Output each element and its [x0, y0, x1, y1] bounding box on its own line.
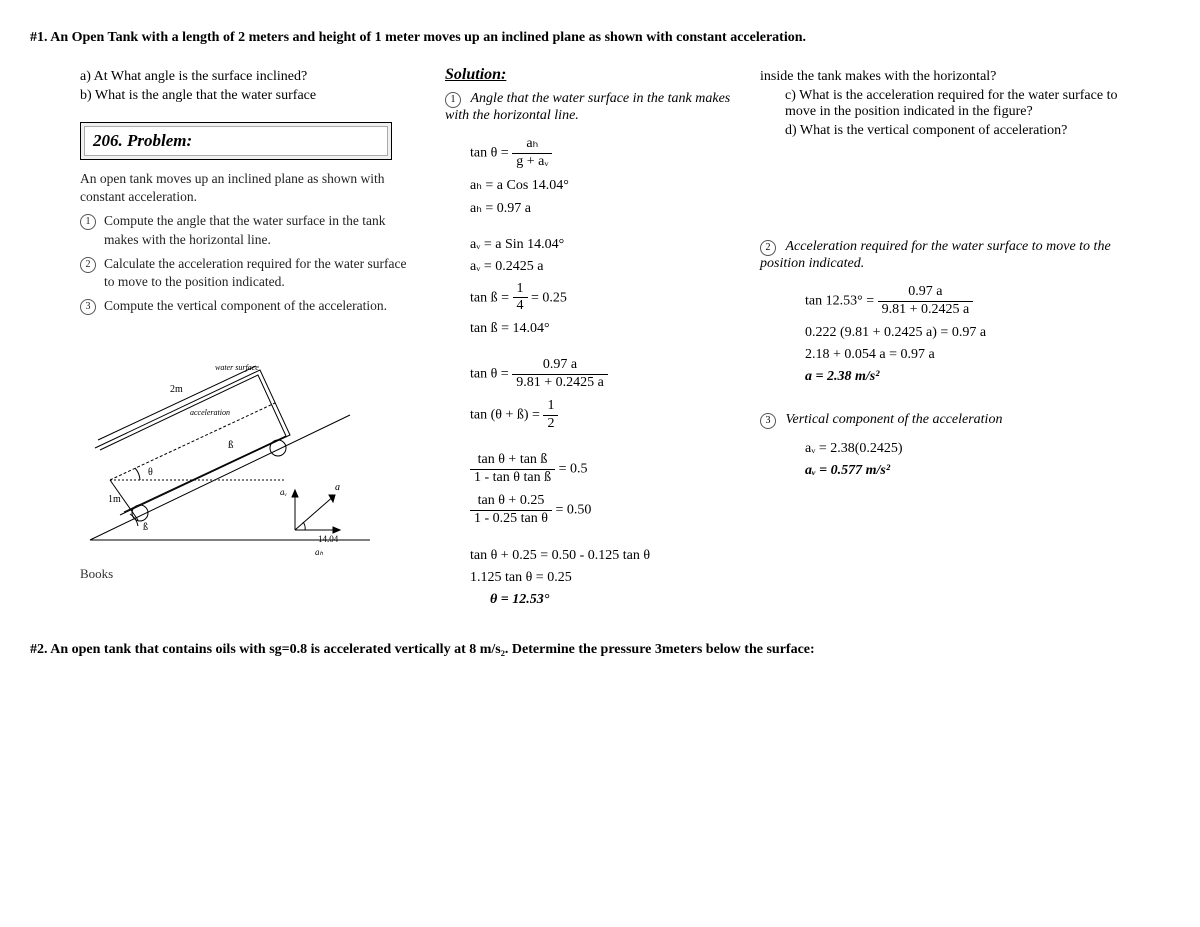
diag-acc: acceleration: [190, 408, 230, 417]
circled-2-icon: 2: [80, 257, 96, 273]
diag-ah: aₕ: [315, 547, 324, 557]
circled-3-icon: 3: [80, 299, 96, 315]
problem-box-label: 206. Problem:: [84, 126, 388, 156]
eq8n: 0.97 a: [512, 357, 608, 375]
scan-item-3: Compute the vertical component of the ac…: [104, 297, 387, 315]
eq11r: = 0.50: [555, 502, 591, 517]
column-left: a) At What angle is the surface inclined…: [80, 66, 420, 614]
circled-s2-icon: 2: [760, 240, 776, 256]
scan-intro: An open tank moves up an inclined plane …: [80, 170, 420, 206]
eq13: 1.125 tan θ = 0.25: [470, 570, 735, 586]
s2e1n: 0.97 a: [878, 284, 974, 302]
scan-item-2: Calculate the acceleration required for …: [104, 255, 420, 291]
eq6b: = 0.25: [531, 290, 567, 305]
eq10n: tan θ + tan ß: [470, 452, 555, 470]
s3e1: aᵥ = 2.38(0.2425): [805, 441, 1140, 457]
eq12: tan θ + 0.25 = 0.50 - 0.125 tan θ: [470, 548, 735, 564]
eq9a: tan (θ + ß) =: [470, 407, 540, 422]
diag-len: 2m: [170, 384, 183, 395]
eq6n: 1: [513, 281, 528, 299]
eq4: aᵥ = a Sin 14.04°: [470, 237, 735, 253]
question-d: d) What is the vertical component of acc…: [785, 123, 1140, 139]
diag-beta: ß: [228, 439, 234, 451]
eq5: aᵥ = 0.2425 a: [470, 259, 735, 275]
sol3-title: Vertical component of the acceleration: [786, 412, 1003, 427]
problem-box: 206. Problem:: [80, 122, 392, 160]
s2e1d: 9.81 + 0.2425 a: [878, 302, 974, 319]
sol2-title: Acceleration required for the water surf…: [760, 239, 1111, 271]
column-middle: Solution: 1 Angle that the water surface…: [445, 66, 735, 614]
circled-s1-icon: 1: [445, 92, 461, 108]
eq9n: 1: [543, 398, 558, 416]
eq8d: 9.81 + 0.2425 a: [512, 375, 608, 392]
s2e2: 0.222 (9.81 + 0.2425 a) = 0.97 a: [805, 325, 1140, 341]
circled-s3-icon: 3: [760, 413, 776, 429]
eq11d: 1 - 0.25 tan θ: [470, 511, 552, 528]
s2e4: a = 2.38 m/s²: [805, 369, 1140, 385]
s3e2: aᵥ = 0.577 m/s²: [805, 463, 1140, 479]
solution-header: Solution:: [445, 66, 735, 84]
s2e1a: tan 12.53° =: [805, 294, 874, 309]
tank-diagram: 2m 1m ß θ ß 14.04 water surface accelera…: [80, 330, 380, 560]
question-b: b) What is the angle that the water surf…: [80, 88, 420, 104]
eq14: θ = 12.53°: [490, 592, 735, 608]
eq1d: g + aᵥ: [512, 154, 552, 171]
diag-h: 1m: [108, 494, 121, 505]
sol1-title: Angle that the water surface in the tank…: [445, 91, 730, 123]
eq11n: tan θ + 0.25: [470, 493, 552, 511]
eq6d: 4: [513, 298, 528, 315]
diag-theta: θ: [148, 467, 153, 478]
question-a: a) At What angle is the surface inclined…: [80, 69, 420, 85]
eq10r: = 0.5: [559, 462, 588, 477]
question-b-cont: inside the tank makes with the horizonta…: [760, 69, 1140, 85]
eq3: aₕ = 0.97 a: [470, 200, 735, 217]
problem2-header: #2. An open tank that contains oils with…: [30, 642, 1170, 658]
diag-corner: 14.04: [318, 534, 339, 544]
diag-av: aᵥ: [280, 487, 288, 497]
diag-a: a: [335, 482, 340, 493]
eq1a: tan θ =: [470, 146, 509, 161]
eq10d: 1 - tan θ tan ß: [470, 470, 555, 487]
eq2: aₕ = a Cos 14.04°: [470, 177, 735, 194]
eq9d: 2: [543, 416, 558, 433]
eq6a: tan ß =: [470, 290, 509, 305]
books-label: Books: [80, 566, 420, 582]
column-right: inside the tank makes with the horizonta…: [760, 66, 1140, 614]
diag-ws: water surface: [215, 363, 259, 372]
eq1n: aₕ: [512, 136, 552, 154]
eq8a: tan θ =: [470, 367, 509, 382]
problem1-header: #1. An Open Tank with a length of 2 mete…: [30, 30, 1170, 46]
s2e3: 2.18 + 0.054 a = 0.97 a: [805, 347, 1140, 363]
diag-beta2: ß: [143, 522, 148, 533]
scan-item-1: Compute the angle that the water surface…: [104, 212, 420, 248]
circled-1-icon: 1: [80, 214, 96, 230]
question-c: c) What is the acceleration required for…: [785, 88, 1140, 120]
eq7: tan ß = 14.04°: [470, 321, 735, 337]
